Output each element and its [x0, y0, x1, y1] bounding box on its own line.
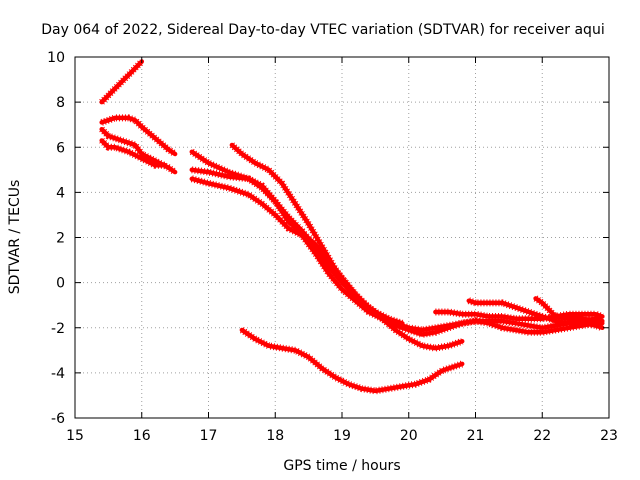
y-tick-label: -2 — [51, 321, 65, 337]
ticks: 15 16 17 18 19 20 21 22 23 -6 -4 -2 0 2 4 6 8 10 — [47, 50, 618, 444]
x-axis-title: GPS time / hours — [283, 458, 400, 474]
y-tick-label: -4 — [51, 366, 65, 382]
x-tick-label: 23 — [600, 428, 618, 444]
y-axis-title: SDTVAR / TECUs — [7, 180, 23, 295]
y-tick-label: -6 — [51, 411, 65, 427]
y-tick-label: 2 — [56, 231, 65, 247]
x-tick-label: 19 — [333, 428, 351, 444]
series-markers-s7 — [191, 166, 464, 352]
series-markers-s12 — [239, 327, 464, 395]
y-tick-label: 10 — [47, 50, 65, 66]
series-markers-s10 — [467, 297, 604, 332]
series-markers-s11 — [533, 295, 604, 327]
x-tick-label: 22 — [533, 428, 551, 444]
x-tick-label: 21 — [467, 428, 485, 444]
series-markers-s9 — [435, 308, 604, 323]
x-tick-label: 17 — [200, 428, 218, 444]
y-tick-label: 8 — [56, 95, 65, 111]
series-markers-s6 — [190, 175, 604, 338]
y-tick-label: 6 — [56, 140, 65, 156]
x-tick-label: 15 — [66, 428, 84, 444]
y-tick-label: 0 — [56, 276, 65, 292]
series-markers-s1 — [99, 59, 145, 105]
x-tick-label: 18 — [266, 428, 284, 444]
x-tick-label: 16 — [133, 428, 151, 444]
x-tick-label: 20 — [400, 428, 418, 444]
series-markers-s4 — [99, 138, 166, 169]
series-group — [99, 59, 605, 395]
chart-title: Day 064 of 2022, Sidereal Day-to-day VTE… — [41, 22, 604, 38]
y-tick-label: 4 — [56, 185, 65, 201]
series-line-s8 — [229, 142, 405, 326]
series-markers-s2 — [100, 114, 178, 157]
